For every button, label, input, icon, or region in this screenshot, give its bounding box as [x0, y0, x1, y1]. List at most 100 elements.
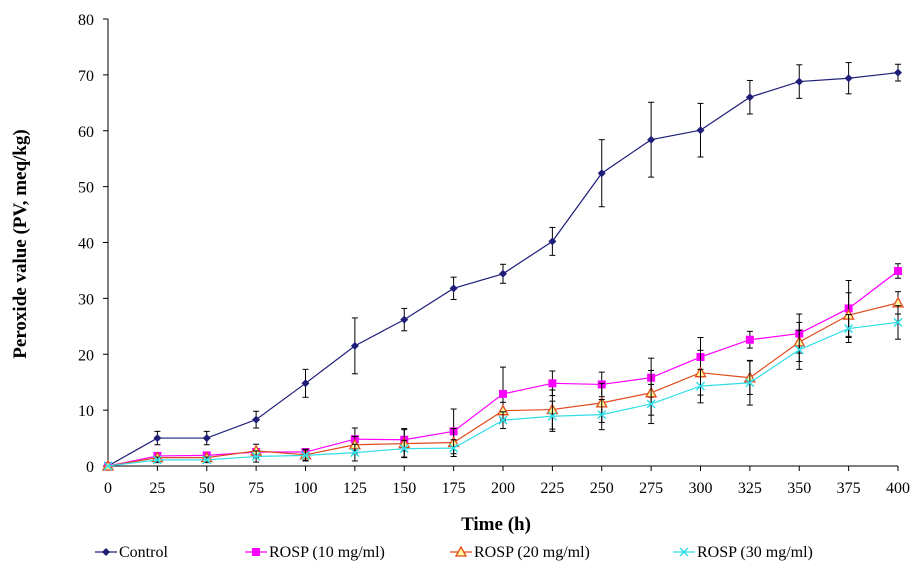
x-tick-label: 75 — [248, 480, 264, 497]
data-point — [399, 444, 409, 454]
y-tick-label: 70 — [78, 68, 94, 85]
data-point — [251, 451, 261, 462]
x-marker-stroke — [679, 547, 689, 557]
data-point — [103, 461, 113, 471]
data-point — [597, 169, 606, 178]
data-point — [893, 317, 903, 327]
legend-label: ROSP (10 mg/ml) — [269, 544, 385, 561]
data-point — [696, 126, 705, 135]
x-marker-stroke — [449, 443, 459, 453]
legend-marker — [252, 548, 260, 556]
data-point — [548, 237, 557, 246]
x-marker-stroke — [300, 450, 311, 460]
data-point — [894, 266, 902, 275]
y-axis-title: Peroxide value (PV, meq/kg) — [10, 129, 31, 358]
data-point — [350, 341, 359, 350]
y-tick-label: 80 — [78, 12, 94, 29]
x-marker-stroke — [844, 324, 854, 334]
x-marker-stroke — [794, 345, 804, 355]
data-point — [350, 448, 360, 458]
data-point — [646, 399, 656, 409]
data-point — [300, 450, 311, 460]
x-tick-label: 350 — [787, 480, 811, 497]
chart-axes: 0 10 20 30 40 50 60 70 80 0 25 50 75 100 125 150 175 200 2… — [78, 12, 910, 497]
legend-item-4: ROSP (30 mg/ml) — [673, 544, 813, 561]
x-tick-label: 275 — [639, 480, 663, 497]
x-marker-stroke — [251, 451, 261, 462]
x-tick-label: 325 — [738, 480, 762, 497]
data-point — [844, 324, 854, 334]
data-point — [745, 335, 754, 344]
series-2 — [104, 263, 902, 470]
x-axis-title: Time (h) — [461, 514, 531, 535]
y-tick-label: 20 — [78, 347, 94, 364]
chart-marks — [101, 62, 905, 471]
x-tick-label: 400 — [886, 480, 910, 497]
y-tick-label: 50 — [78, 180, 94, 197]
y-tick-label: 30 — [78, 291, 94, 308]
data-point — [647, 135, 656, 144]
legend-marker — [679, 547, 689, 557]
legend-marker — [102, 548, 110, 556]
y-tick-label: 40 — [78, 236, 94, 253]
data-point — [499, 389, 507, 398]
series-4 — [103, 305, 903, 471]
x-marker-stroke — [399, 444, 409, 454]
x-marker-stroke — [646, 399, 656, 409]
data-point — [153, 434, 162, 443]
legend-label: ROSP (30 mg/ml) — [697, 544, 813, 561]
legend-marker — [454, 545, 468, 557]
data-point — [152, 455, 162, 465]
x-marker-stroke — [152, 455, 162, 465]
x-tick-label: 200 — [491, 480, 515, 497]
x-marker-stroke — [745, 378, 755, 388]
data-point — [547, 411, 557, 421]
y-tick-label: 10 — [78, 403, 94, 420]
x-marker-stroke — [350, 448, 360, 458]
data-point — [695, 381, 706, 391]
x-tick-label: 300 — [689, 480, 713, 497]
data-point — [794, 345, 804, 355]
x-marker-stroke — [498, 415, 508, 425]
data-point — [498, 415, 508, 425]
x-marker-stroke — [695, 381, 706, 391]
x-tick-label: 250 — [590, 480, 614, 497]
data-point — [499, 269, 507, 278]
x-tick-label: 125 — [343, 480, 367, 497]
x-tick-label: 225 — [540, 480, 564, 497]
data-point — [301, 379, 310, 388]
x-tick-label: 0 — [104, 480, 112, 497]
data-point — [745, 378, 755, 388]
legend-item-2: ROSP (10 mg/ml) — [245, 544, 385, 561]
data-point — [548, 379, 557, 388]
data-point — [449, 443, 459, 453]
x-marker-stroke — [893, 317, 903, 327]
series-1 — [104, 62, 902, 470]
x-tick-label: 375 — [837, 480, 861, 497]
x-marker-stroke — [202, 455, 212, 465]
data-point — [202, 455, 212, 465]
chart-legend: Control ROSP (10 mg/ml) ROSP (20 mg/ml) ROS… — [95, 544, 813, 561]
x-marker-stroke — [103, 461, 113, 471]
data-point — [400, 315, 409, 324]
legend-label: Control — [119, 544, 168, 561]
data-point — [844, 74, 853, 83]
x-marker-stroke — [597, 410, 607, 420]
data-point — [894, 68, 902, 77]
y-tick-label: 60 — [78, 124, 94, 141]
data-point — [449, 284, 458, 293]
data-point — [795, 77, 804, 86]
x-tick-label: 25 — [149, 480, 165, 497]
x-tick-label: 50 — [199, 480, 215, 497]
x-marker-stroke — [547, 411, 557, 421]
data-point — [202, 434, 211, 443]
x-tick-label: 150 — [392, 480, 416, 497]
x-tick-label: 100 — [294, 480, 318, 497]
legend-item-1: Control — [95, 544, 168, 561]
data-point — [597, 410, 607, 420]
legend-label: ROSP (20 mg/ml) — [474, 544, 590, 561]
y-tick-label: 0 — [86, 459, 94, 476]
data-point — [252, 415, 261, 424]
data-point — [745, 93, 754, 102]
